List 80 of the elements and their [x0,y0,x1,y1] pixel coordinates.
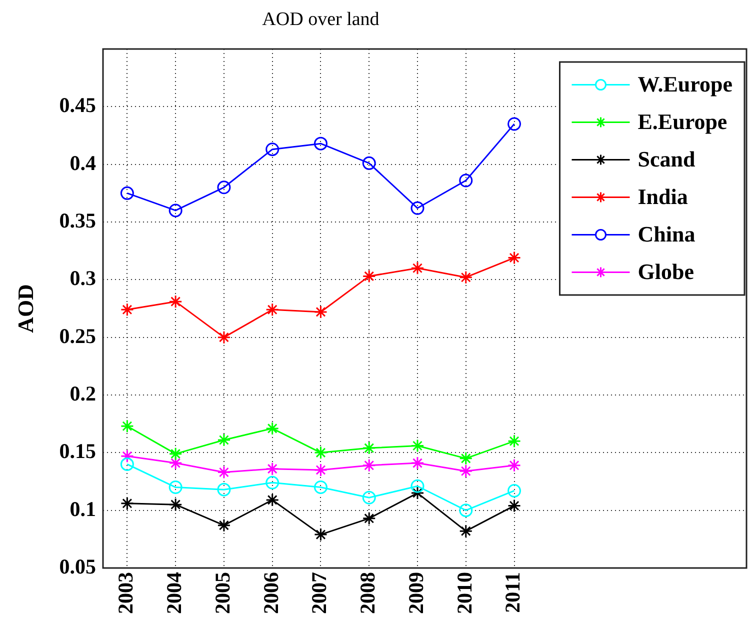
y-tick-label: 0.05 [59,554,96,578]
point [266,142,280,156]
point [362,490,376,504]
y-tick-label: 0.35 [59,208,96,232]
x-tick-label: 2009 [404,572,428,614]
point [459,174,473,188]
x-tick-label: 2004 [162,572,186,614]
point [508,434,522,448]
point [362,441,376,455]
point [314,136,328,150]
point [410,261,424,275]
point [120,457,134,471]
point [120,186,134,200]
point [459,270,473,284]
point [120,419,134,433]
legend-label: E.Europe [638,108,728,134]
y-tick-label: 0.2 [70,381,96,406]
legend-label: China [638,221,696,246]
point [168,294,182,308]
chart-title: AOD over land [262,8,380,30]
point [266,462,280,476]
point [508,251,522,265]
point [168,498,182,512]
point [362,156,376,170]
x-tick-label: 2003 [114,572,138,614]
point [459,524,473,538]
x-tick-label: 2010 [452,572,476,614]
x-tick-label: 2006 [258,572,283,614]
point [508,117,522,131]
point [314,305,328,319]
x-tick-label: 2008 [356,572,380,614]
point [459,452,473,466]
point [168,480,182,494]
x-tick-label: 2011 [500,572,525,613]
point [508,484,522,498]
point [459,504,473,518]
point [410,456,424,470]
y-tick-label: 0.4 [70,150,96,175]
point [120,449,134,463]
x-tick-label: 2007 [307,572,332,614]
point [410,201,424,215]
legend-label: Scand [638,146,696,172]
point [168,456,182,470]
point [314,446,328,460]
legend-label: India [638,184,688,209]
point [217,330,231,344]
y-tick-label: 0.45 [59,93,96,118]
point [362,269,376,283]
point [217,518,231,532]
point [459,464,473,478]
y-tick-label: 0.25 [59,324,96,348]
point [314,463,328,477]
point [120,302,134,316]
point [168,447,182,461]
point [410,486,424,500]
point [266,476,280,490]
point [362,458,376,472]
point [168,204,182,218]
point [120,496,134,510]
point [508,498,522,512]
y-tick-label: 0.1 [70,496,96,521]
point [266,422,280,436]
point [410,479,424,493]
y-tick-label: 0.15 [59,439,96,464]
point [266,493,280,507]
point [314,528,328,542]
point [314,480,328,494]
x-tick-label: 2005 [210,572,234,614]
point [410,438,424,452]
y-axis-title: AOD [12,284,38,333]
point [266,302,280,316]
point [217,180,231,194]
point [508,458,522,472]
point [362,512,376,526]
point [217,482,231,496]
legend-label: Globe [638,258,694,284]
point [217,466,231,480]
point [217,433,231,447]
legend-label: W.Europe [638,71,733,96]
y-tick-label: 0.3 [70,266,96,290]
